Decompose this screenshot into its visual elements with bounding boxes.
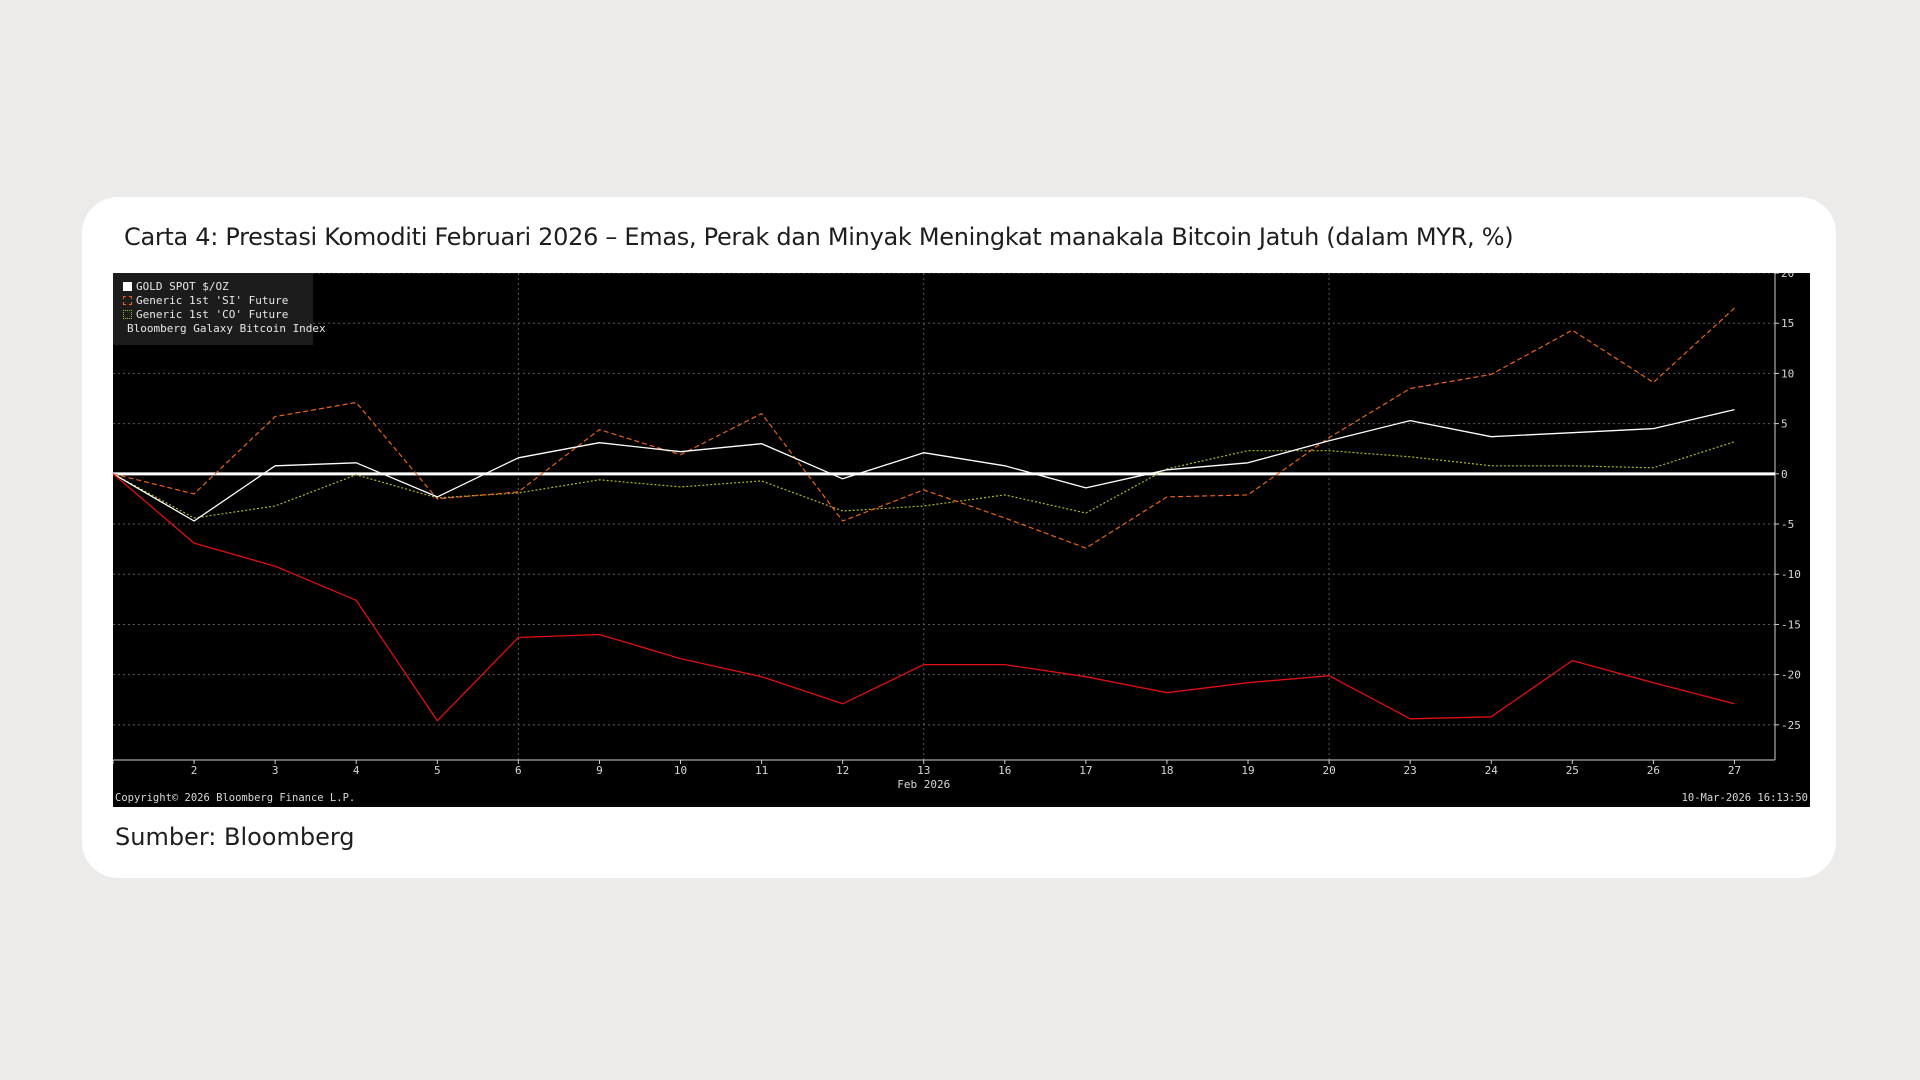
chart-timestamp: 10-Mar-2026 16:13:50 (1681, 792, 1808, 804)
x-tick-label: 4 (353, 764, 360, 777)
x-tick-label: 10 (674, 764, 687, 777)
x-tick-label: 11 (755, 764, 768, 777)
x-tick-label: 2 (191, 764, 198, 777)
legend-item: GOLD SPOT $/OZ (113, 279, 313, 293)
x-tick-label: 16 (998, 764, 1011, 777)
chart-title: Carta 4: Prestasi Komoditi Februari 2026… (124, 223, 1514, 251)
legend-item: Generic 1st 'SI' Future (113, 293, 313, 307)
x-tick-label: 12 (836, 764, 849, 777)
legend-swatch (123, 281, 132, 291)
y-tick-label: 10 (1781, 367, 1794, 380)
chart-source: Sumber: Bloomberg (115, 823, 355, 851)
legend-swatch (123, 309, 132, 319)
x-tick-label: 26 (1647, 764, 1660, 777)
legend-label: Generic 1st 'CO' Future (136, 307, 289, 321)
legend-label: GOLD SPOT $/OZ (136, 279, 229, 293)
series-line-3 (113, 473, 1735, 722)
x-tick-label: 19 (1241, 764, 1254, 777)
x-tick-label: 9 (596, 764, 603, 777)
y-tick-label: -15 (1781, 618, 1801, 631)
bloomberg-chart: 20 15 10 5 0 -5 -10 -15 -20 -25 2 3 4 5 6 9 10 11 12 13 16 17… (113, 273, 1810, 807)
chart-card: Carta 4: Prestasi Komoditi Februari 2026… (82, 197, 1836, 878)
legend-item: Bloomberg Galaxy Bitcoin Index (113, 321, 326, 335)
x-axis-label: Feb 2026 (897, 778, 950, 791)
x-tick-label: 17 (1079, 764, 1092, 777)
series-line-1 (113, 307, 1735, 549)
series-line-0 (113, 408, 1735, 522)
y-tick-label: 15 (1781, 317, 1794, 330)
legend-label: Generic 1st 'SI' Future (136, 293, 289, 307)
y-tick-label: 20 (1781, 273, 1794, 280)
x-tick-label: 25 (1566, 764, 1579, 777)
chart-legend: GOLD SPOT $/OZ Generic 1st 'SI' Future Gen… (113, 273, 326, 345)
y-tick-label: 5 (1781, 418, 1788, 431)
x-tick-label: 20 (1322, 764, 1335, 777)
x-tick-label: 24 (1485, 764, 1499, 777)
x-tick-label: 13 (917, 764, 930, 777)
legend-item: Generic 1st 'CO' Future (113, 307, 313, 321)
x-tick-label: 6 (515, 764, 522, 777)
y-tick-label: -25 (1781, 719, 1801, 732)
y-tick-label: 0 (1781, 468, 1788, 481)
x-tick-label: 27 (1728, 764, 1741, 777)
series-line-2 (113, 441, 1735, 519)
x-tick-label: 3 (272, 764, 279, 777)
legend-swatch (123, 295, 132, 305)
x-tick-label: 23 (1404, 764, 1417, 777)
legend-label: Bloomberg Galaxy Bitcoin Index (127, 321, 326, 335)
y-tick-label: -20 (1781, 669, 1801, 682)
y-tick-label: -10 (1781, 568, 1801, 581)
y-tick-label: -5 (1781, 518, 1794, 531)
x-tick-label: 5 (434, 764, 441, 777)
x-tick-label: 18 (1160, 764, 1173, 777)
chart-copyright: Copyright© 2026 Bloomberg Finance L.P. (115, 792, 356, 804)
